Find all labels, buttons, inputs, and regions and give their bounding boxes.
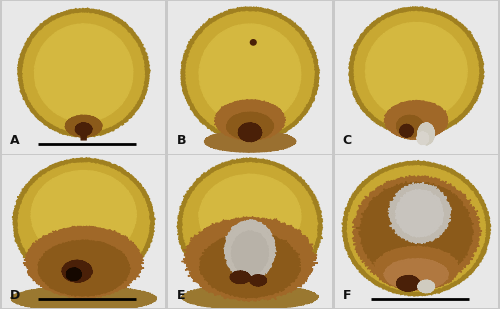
- Polygon shape: [347, 166, 486, 291]
- Polygon shape: [22, 13, 144, 133]
- Polygon shape: [18, 163, 150, 282]
- Polygon shape: [250, 275, 266, 286]
- Polygon shape: [418, 280, 434, 293]
- Polygon shape: [198, 174, 301, 259]
- Polygon shape: [395, 189, 444, 237]
- Polygon shape: [352, 175, 482, 289]
- Polygon shape: [186, 11, 314, 137]
- Polygon shape: [34, 24, 133, 122]
- Polygon shape: [226, 112, 274, 140]
- Polygon shape: [10, 286, 156, 309]
- Polygon shape: [396, 115, 423, 137]
- Polygon shape: [396, 276, 420, 291]
- Polygon shape: [354, 11, 479, 131]
- Polygon shape: [384, 100, 448, 140]
- Text: E: E: [176, 289, 185, 302]
- Polygon shape: [348, 7, 484, 136]
- Polygon shape: [199, 232, 301, 298]
- Text: F: F: [343, 289, 351, 302]
- Polygon shape: [182, 285, 319, 309]
- Polygon shape: [230, 271, 250, 284]
- Polygon shape: [23, 226, 144, 298]
- Polygon shape: [18, 8, 150, 138]
- Polygon shape: [366, 23, 467, 120]
- Polygon shape: [182, 217, 318, 302]
- Polygon shape: [417, 123, 435, 146]
- Polygon shape: [199, 24, 301, 125]
- Polygon shape: [12, 158, 155, 287]
- Polygon shape: [31, 171, 136, 259]
- Polygon shape: [214, 99, 286, 141]
- Polygon shape: [38, 240, 131, 296]
- Polygon shape: [417, 132, 428, 145]
- Polygon shape: [384, 258, 449, 290]
- Polygon shape: [231, 231, 268, 275]
- Polygon shape: [400, 125, 413, 137]
- Polygon shape: [66, 268, 82, 281]
- Polygon shape: [176, 158, 322, 293]
- Text: B: B: [176, 134, 186, 147]
- Polygon shape: [342, 161, 491, 296]
- Polygon shape: [238, 123, 262, 142]
- Polygon shape: [374, 246, 460, 290]
- Ellipse shape: [250, 40, 256, 45]
- Polygon shape: [204, 130, 296, 152]
- Polygon shape: [76, 123, 92, 135]
- Polygon shape: [80, 125, 87, 140]
- Polygon shape: [182, 162, 318, 288]
- Text: C: C: [343, 134, 352, 147]
- Polygon shape: [224, 219, 276, 281]
- Polygon shape: [181, 7, 320, 142]
- Text: A: A: [10, 134, 20, 147]
- Polygon shape: [65, 115, 102, 137]
- Polygon shape: [388, 182, 452, 243]
- Polygon shape: [356, 181, 474, 281]
- Text: D: D: [10, 289, 20, 302]
- Polygon shape: [62, 260, 92, 282]
